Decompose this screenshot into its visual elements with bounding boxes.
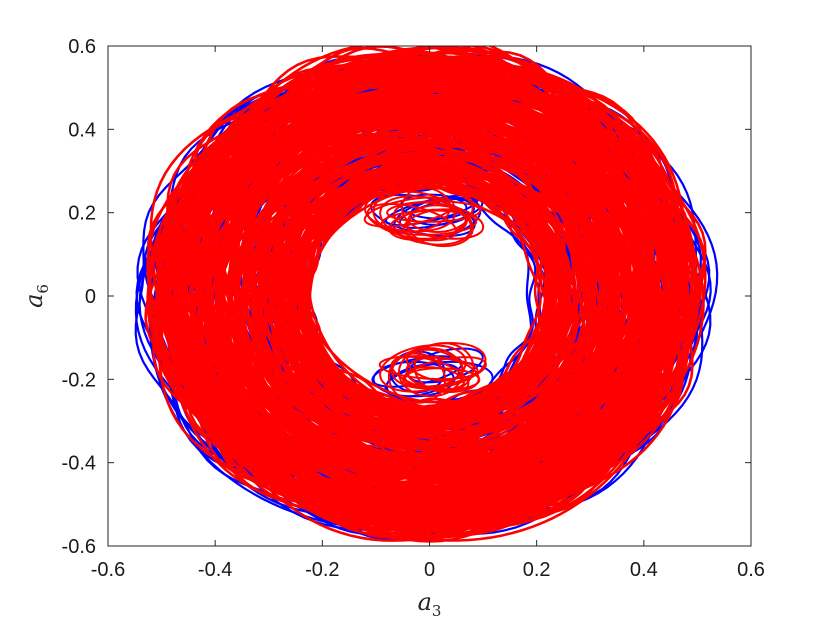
x-tick-label: 0.6 — [737, 559, 765, 581]
y-tick-label: 0 — [85, 286, 96, 308]
trajectory-loop — [295, 166, 560, 410]
x-axis-label: a3 — [418, 588, 442, 620]
y-axis-label: a6 — [20, 284, 52, 308]
trajectory-loop — [222, 109, 643, 488]
trajectory-loop — [243, 119, 625, 465]
inner-loop — [402, 356, 487, 388]
trajectory-loop — [253, 140, 602, 455]
trajectory-loop — [164, 69, 690, 520]
x-axis: -0.6 -0.4 -0.2 0 0.2 0.4 0.6 — [91, 46, 765, 581]
trajectory-loop — [173, 62, 680, 517]
x-tick-label: -0.6 — [91, 559, 125, 581]
y-tick-label: 0.6 — [68, 36, 96, 58]
inner-loop — [372, 185, 452, 233]
inner-loop — [379, 344, 467, 393]
trajectory-loop — [287, 175, 550, 416]
x-tick-label: 0.4 — [630, 559, 658, 581]
x-tick-label: 0 — [424, 559, 435, 581]
trajectory-loop — [270, 159, 565, 431]
trajectory-loop — [189, 74, 674, 509]
trajectory-loop — [297, 174, 554, 412]
x-tick-label: -0.4 — [198, 559, 232, 581]
y-tick-label: 0.4 — [68, 119, 96, 141]
inner-loop — [413, 342, 475, 393]
inner-loop — [363, 196, 455, 228]
inner-loop — [386, 200, 482, 223]
trajectory-loop — [300, 180, 541, 409]
y-tick-label: -0.2 — [62, 369, 96, 391]
trajectory-loop — [281, 155, 566, 424]
inner-loop — [393, 201, 485, 240]
trajectory-loop — [263, 151, 586, 444]
trajectory-loop — [207, 95, 659, 500]
inner-loop — [400, 182, 474, 234]
inner-loop — [363, 190, 456, 233]
inner-loop — [387, 352, 446, 404]
trajectory-loop — [303, 170, 572, 418]
trajectory-loop — [212, 84, 653, 496]
plot-area — [134, 46, 719, 543]
inner-loop — [372, 360, 455, 398]
inner-loop — [380, 209, 478, 236]
trajectory-loop — [263, 146, 585, 438]
inner-loop — [390, 341, 487, 390]
y-tick-label: 0.2 — [68, 203, 96, 225]
y-tick-label: -0.4 — [62, 453, 96, 475]
trajectory-loop — [198, 90, 653, 498]
trajectory-loop — [219, 104, 644, 489]
trajectory-loop — [244, 127, 618, 464]
trajectory-loop — [191, 75, 670, 518]
series-red-trajectory — [144, 46, 707, 543]
y-axis: -0.6 -0.4 -0.2 0 0.2 0.4 0.6 — [62, 36, 751, 558]
x-tick-label: -0.2 — [305, 559, 339, 581]
x-tick-label: 0.2 — [523, 559, 551, 581]
y-tick-label: -0.6 — [62, 536, 96, 558]
trajectory-loop — [189, 76, 660, 503]
